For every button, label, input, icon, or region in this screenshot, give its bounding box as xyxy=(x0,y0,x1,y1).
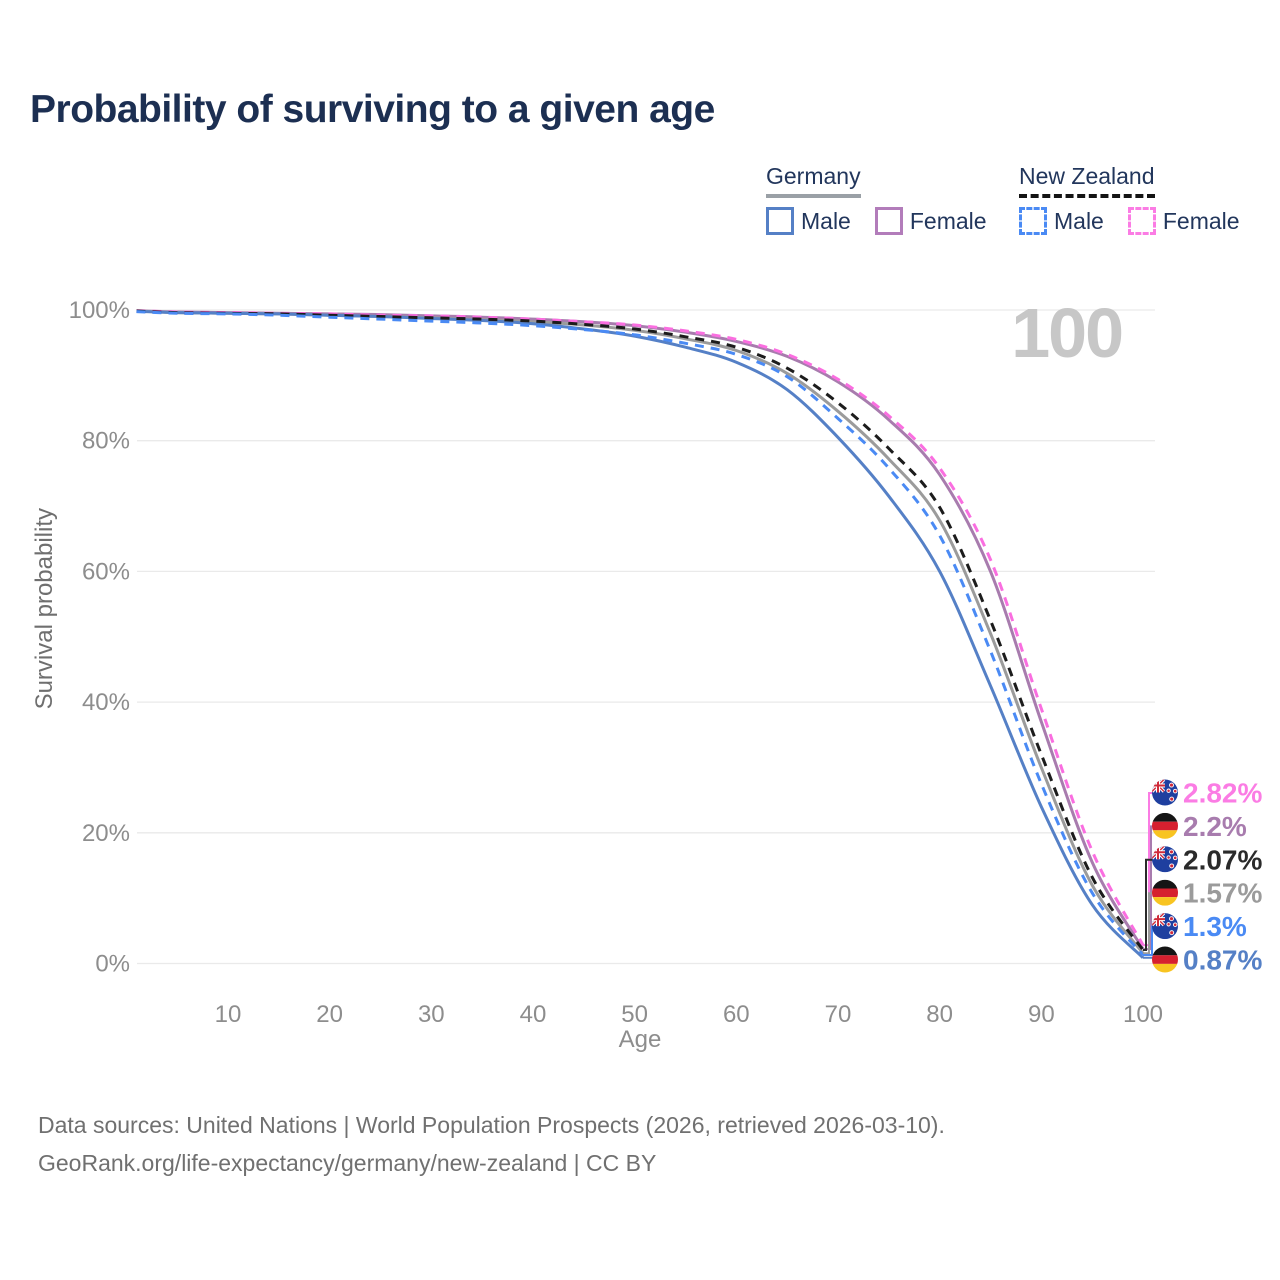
x-tick-label: 10 xyxy=(215,1001,242,1028)
new-zealand-flag-icon xyxy=(1151,912,1178,939)
y-tick-label: 80% xyxy=(82,428,130,455)
y-tick-label: 40% xyxy=(82,689,130,716)
y-tick-label: 100% xyxy=(69,297,130,324)
x-tick-label: 70 xyxy=(825,1001,852,1028)
legend-item-germany-male[interactable]: Male xyxy=(766,207,851,235)
series-line-germany-female xyxy=(136,309,1145,950)
germany-female-swatch xyxy=(874,207,903,235)
footer: Data sources: United Nations | World Pop… xyxy=(38,1106,945,1182)
legend-header-germany[interactable]: Germany xyxy=(766,163,861,198)
x-tick-label: 50 xyxy=(621,1001,648,1028)
end-value-label: 1.57% xyxy=(1183,878,1262,909)
legend-header-new-zealand[interactable]: New Zealand xyxy=(1019,163,1155,198)
legend-item-nz-male[interactable]: Male xyxy=(1019,207,1104,235)
legend-group-new-zealand: New Zealand Male Female xyxy=(1019,163,1240,235)
series-line-new-zealand-total xyxy=(136,309,1145,951)
x-tick-label: 100 xyxy=(1123,1001,1163,1028)
nz-male-swatch xyxy=(1019,207,1047,235)
legend-item-nz-female[interactable]: Female xyxy=(1127,207,1240,235)
attribution-line: GeoRank.org/life-expectancy/germany/new-… xyxy=(38,1150,657,1176)
y-tick-label: 0% xyxy=(95,951,130,978)
legend-label: Female xyxy=(909,207,987,234)
series-line-germany-male xyxy=(136,309,1145,959)
x-tick-label: 80 xyxy=(926,1001,953,1028)
germany-flag-icon xyxy=(1152,813,1178,839)
series-line-new-zealand-female xyxy=(136,309,1145,946)
legend-item-germany-female[interactable]: Female xyxy=(874,207,987,235)
x-axis-title: Age xyxy=(618,1026,662,1053)
x-tick-label: 60 xyxy=(723,1001,750,1028)
end-value-label: 2.07% xyxy=(1183,844,1262,875)
data-sources-line: Data sources: United Nations | World Pop… xyxy=(38,1112,945,1138)
end-value-label: 0.87% xyxy=(1183,945,1262,976)
new-zealand-flag-icon xyxy=(1151,779,1178,806)
y-axis-title: Survival probability xyxy=(31,508,58,710)
legend-group-germany: Germany Male Female xyxy=(766,163,987,235)
nz-female-swatch xyxy=(1127,207,1156,235)
age-counter-watermark: 100 xyxy=(1011,294,1124,372)
new-zealand-flag-icon xyxy=(1151,845,1178,872)
x-tick-label: 90 xyxy=(1028,1001,1055,1028)
series-line-germany-total xyxy=(136,309,1145,955)
leader-line xyxy=(1143,858,1154,951)
end-value-label: 2.82% xyxy=(1183,778,1262,809)
end-value-label: 1.3% xyxy=(1183,911,1247,942)
x-tick-label: 30 xyxy=(418,1001,445,1028)
leader-line xyxy=(1143,892,1154,955)
germany-flag-icon xyxy=(1152,947,1178,973)
x-tick-label: 40 xyxy=(520,1001,547,1028)
x-tick-label: 20 xyxy=(316,1001,343,1028)
legend-label: Female xyxy=(1162,207,1240,234)
legend-label: Male xyxy=(1054,207,1104,234)
y-tick-label: 60% xyxy=(82,558,130,585)
germany-male-swatch xyxy=(766,207,794,235)
y-tick-label: 20% xyxy=(82,820,130,847)
page-title: Probability of surviving to a given age xyxy=(30,88,715,131)
germany-flag-icon xyxy=(1152,880,1178,906)
legend-label: Male xyxy=(801,207,851,234)
end-value-label: 2.2% xyxy=(1183,811,1247,842)
